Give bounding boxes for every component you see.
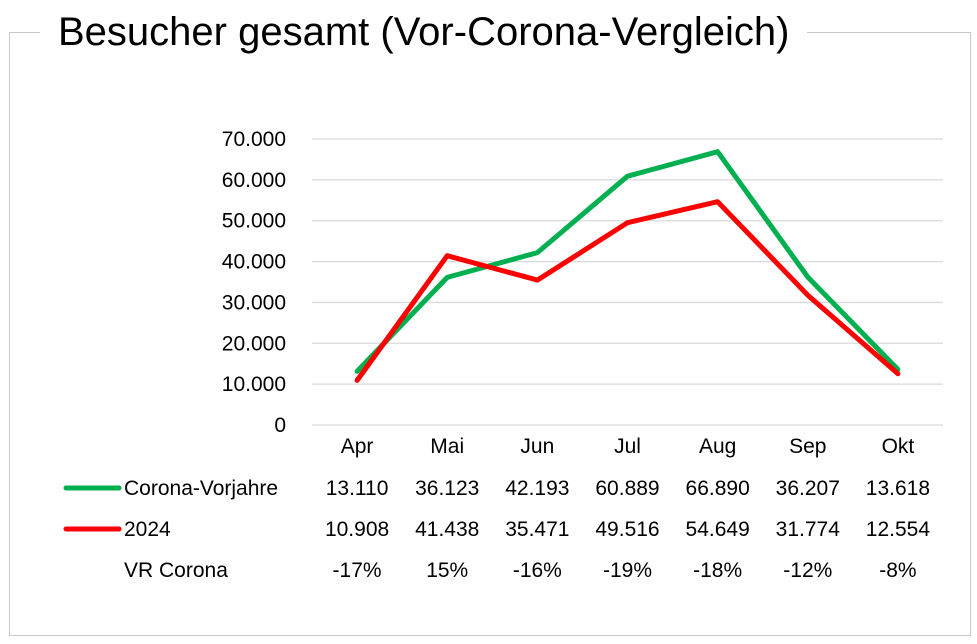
table-cell: 41.438 (415, 518, 479, 541)
table-cell: 42.193 (505, 477, 569, 500)
y-tick-label: 70.000 (222, 128, 286, 151)
legend-label: 2024 (124, 518, 171, 541)
table-cell: 12.554 (866, 518, 931, 541)
x-tick-label: Sep (789, 435, 826, 458)
table-cell: 66.890 (686, 477, 750, 500)
x-tick-label: Okt (882, 435, 915, 458)
y-tick-label: 30.000 (222, 291, 286, 314)
table-cell: 10.908 (325, 518, 389, 541)
table-cell: -16% (513, 559, 562, 582)
table-cell: -19% (603, 559, 652, 582)
legend-label: Corona-Vorjahre (124, 477, 278, 500)
x-tick-label: Apr (341, 435, 374, 458)
x-tick-label: Jun (520, 435, 554, 458)
table-cell: 15% (426, 559, 468, 582)
series-line-1 (354, 149, 901, 374)
table-cell: 49.516 (595, 518, 659, 541)
y-tick-label: 0 (274, 414, 286, 437)
x-tick-label: Aug (699, 435, 736, 458)
table-cell: 60.889 (595, 477, 659, 500)
y-tick-label: 10.000 (222, 373, 286, 396)
table-cell: 31.774 (776, 518, 841, 541)
table-cell: -17% (333, 559, 382, 582)
chart-title: Besucher gesamt (Vor-Corona-Vergleich) (40, 6, 808, 58)
table-cell: 54.649 (686, 518, 750, 541)
series-line-2 (354, 199, 901, 383)
table-cell: 36.207 (776, 477, 840, 500)
x-tick-label: Mai (430, 435, 464, 458)
y-tick-label: 20.000 (222, 332, 286, 355)
table-cell: -18% (693, 559, 742, 582)
table-cell: -8% (879, 559, 916, 582)
table-cell: 35.471 (505, 518, 569, 541)
table-cell: 13.110 (326, 477, 389, 500)
table-cell: -12% (783, 559, 832, 582)
x-tick-label: Jul (614, 435, 641, 458)
y-tick-label: 60.000 (222, 169, 286, 192)
y-tick-label: 40.000 (222, 251, 286, 274)
table-cell: 13.618 (866, 477, 930, 500)
table-row-label: VR Corona (124, 559, 228, 582)
y-tick-label: 50.000 (222, 210, 286, 233)
table-cell: 36.123 (415, 477, 479, 500)
